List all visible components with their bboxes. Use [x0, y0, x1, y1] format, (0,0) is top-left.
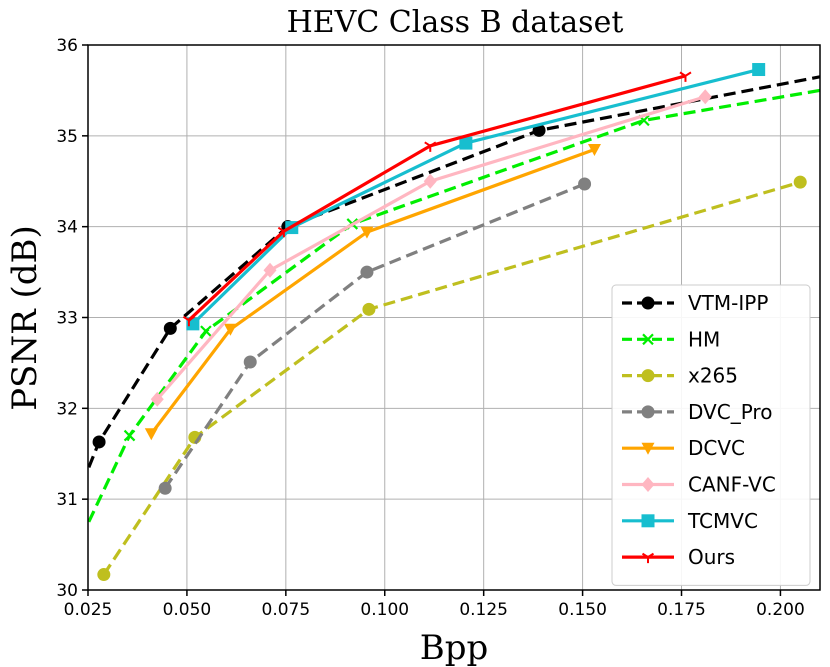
series-layer	[88, 63, 820, 582]
data-point-dvc-pro	[360, 265, 374, 279]
y-tick-label: 36	[56, 36, 78, 56]
x-tick-label: 0.200	[756, 600, 805, 620]
data-point-ours	[424, 141, 437, 152]
data-point-dcvc	[223, 323, 237, 336]
x-axis-label: Bpp	[420, 628, 489, 667]
series-line-hm	[88, 88, 820, 523]
legend-marker-dvc-pro	[641, 405, 655, 419]
y-tick-label: 35	[56, 127, 78, 147]
series-line-tcmvc	[191, 67, 760, 326]
data-point-hm	[123, 429, 136, 442]
data-point-canf-vc	[698, 89, 712, 105]
legend-marker-canf-vc	[641, 477, 655, 492]
legend-marker-tcmvc	[641, 514, 655, 528]
y-tick-label: 33	[56, 309, 78, 329]
legend-marker-x265	[641, 369, 655, 383]
series-dcvc	[144, 143, 601, 441]
legend-marker-ours	[641, 552, 655, 564]
legend-marker-vtm-ipp	[641, 296, 655, 310]
x-tick-label: 0.125	[459, 600, 508, 620]
data-point-canf-vc	[263, 262, 277, 278]
y-tick-label: 30	[56, 581, 78, 601]
data-point-canf-vc	[423, 173, 437, 189]
series-dvc-pro	[158, 177, 592, 495]
data-point-dcvc	[144, 428, 158, 441]
data-point-hm	[200, 325, 212, 337]
y-tick-label: 34	[56, 218, 78, 238]
data-point-dcvc	[360, 226, 374, 239]
y-tick-label: 32	[56, 399, 78, 419]
legend-label-dvc-pro: DVC_Pro	[688, 400, 772, 424]
x-tick-label: 0.150	[558, 600, 607, 620]
data-point-ours	[679, 71, 692, 82]
x-tick-label: 0.075	[262, 600, 311, 620]
legend-label-vtm-ipp: VTM-IPP	[688, 291, 768, 315]
x-tick-label: 0.175	[657, 600, 706, 620]
data-point-x265	[97, 568, 111, 582]
x-tick-label: 0.050	[163, 600, 212, 620]
series-ours	[182, 71, 692, 327]
chart-title: HEVC Class B dataset	[287, 5, 624, 40]
series-line-canf-vc	[156, 95, 706, 401]
data-point-canf-vc	[150, 391, 164, 407]
legend-label-canf-vc: CANF-VC	[688, 473, 776, 497]
y-axis-label: PSNR (dB)	[5, 225, 45, 411]
tick-layer: 0.025 0.050 0.075 0.100 0.125 0.150 0.175 0.200…	[56, 36, 804, 620]
y-tick-label: 31	[56, 490, 78, 510]
legend-label-dcvc: DCVC	[688, 436, 745, 460]
data-point-vtm-ipp	[92, 435, 106, 449]
legend-label-ours: Ours	[688, 545, 735, 569]
data-point-ours	[277, 226, 290, 238]
data-point-dcvc	[587, 143, 601, 156]
legend-label-x265: x265	[688, 364, 738, 388]
data-point-vtm-ipp	[163, 321, 177, 335]
legend: VTM-IPP HM x265 DVC_Pro DCVC CANF-VC TCMVC Ours	[611, 284, 811, 586]
series-canf-vc	[150, 89, 712, 407]
legend-box	[611, 284, 811, 586]
data-point-x265	[362, 302, 376, 316]
data-point-dvc-pro	[243, 355, 257, 369]
series-line-dcvc	[150, 147, 596, 435]
data-point-x265	[793, 175, 807, 189]
series-line-ours	[187, 74, 686, 322]
legend-label-hm: HM	[688, 327, 720, 351]
data-point-tcmvc	[752, 63, 766, 77]
x-tick-label: 0.025	[64, 600, 113, 620]
data-point-tcmvc	[459, 136, 473, 150]
data-point-dvc-pro	[578, 177, 592, 191]
legend-label-tcmvc: TCMVC	[687, 509, 758, 533]
legend-marker-hm	[642, 333, 654, 346]
series-line-x265	[102, 180, 801, 576]
x-tick-label: 0.100	[360, 600, 409, 620]
data-point-dvc-pro	[158, 481, 172, 495]
legend-marker-dcvc	[641, 442, 655, 455]
series-x265	[97, 175, 807, 582]
data-point-ours	[182, 315, 195, 327]
series-line-dvc-pro	[163, 182, 586, 490]
